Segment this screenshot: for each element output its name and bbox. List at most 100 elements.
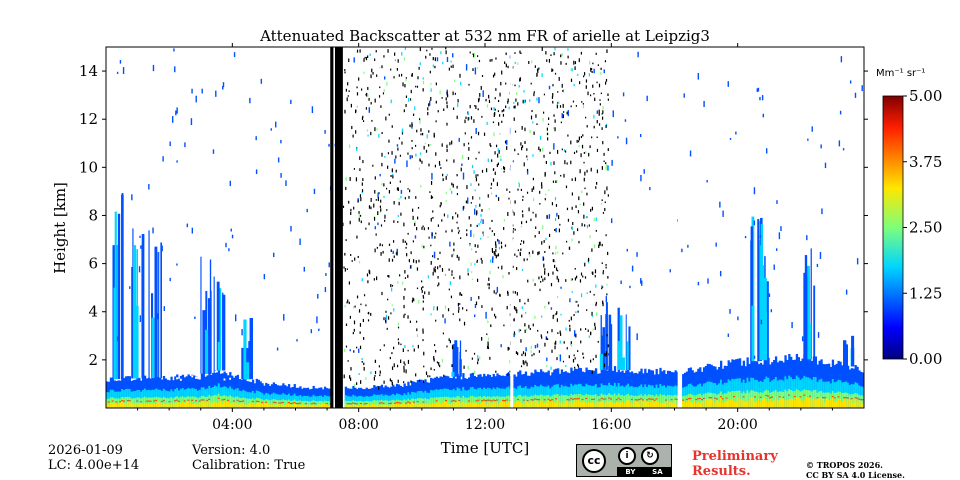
noise-speck [393, 76, 395, 79]
noise-speck [550, 54, 552, 57]
noise-speck [446, 173, 448, 176]
noise-speck [376, 276, 378, 281]
noise-speck [435, 349, 437, 353]
noise-speck [428, 103, 430, 107]
noise-speck [558, 101, 560, 105]
surface-layer [822, 398, 825, 408]
surface-layer [356, 404, 359, 408]
aerosol-plume-streak [213, 276, 215, 374]
surface-layer [697, 401, 700, 408]
noise-speck [384, 155, 386, 158]
surface-layer [289, 404, 293, 408]
surface-layer [577, 399, 581, 408]
noise-speck [577, 73, 579, 76]
strong-backscatter-line [638, 398, 641, 401]
noise-speck [514, 253, 516, 256]
noise-speck [414, 106, 416, 111]
noise-speck [529, 129, 531, 134]
surface-layer [253, 404, 257, 408]
boundary-layer-core [320, 400, 323, 408]
noise-speck [260, 78, 263, 84]
noise-speck [552, 100, 554, 104]
surface-layer [248, 403, 251, 408]
boundary-layer-core [538, 395, 541, 408]
noise-speck [397, 214, 399, 218]
surface-layer [841, 401, 844, 408]
noise-speck [601, 166, 603, 170]
boundary-layer-core [314, 401, 317, 408]
noise-speck [359, 345, 362, 350]
strong-backscatter-line [708, 397, 711, 399]
noise-speck [515, 351, 518, 354]
noise-speck [519, 78, 521, 82]
noise-speck [513, 105, 515, 109]
noise-speck [383, 380, 385, 384]
noise-speck [465, 200, 468, 204]
surface-layer [109, 402, 113, 408]
noise-speck [541, 73, 543, 78]
noise-speck [559, 330, 561, 334]
noise-speck [491, 219, 493, 222]
surface-layer [382, 404, 385, 408]
noise-speck [605, 162, 607, 165]
noise-speck [420, 133, 422, 136]
boundary-layer-core [602, 394, 605, 408]
noise-speck [564, 160, 566, 165]
strong-backscatter-line [293, 402, 296, 404]
surface-layer [479, 403, 482, 408]
noise-speck [586, 192, 588, 196]
noise-speck [514, 61, 516, 64]
noise-speck [582, 75, 585, 78]
surface-layer [754, 402, 757, 408]
surface-layer [183, 403, 186, 408]
noise-speck [554, 47, 556, 51]
surface-layer [685, 401, 689, 408]
noise-speck [324, 287, 327, 293]
boundary-layer-core [572, 394, 575, 408]
noise-speck [362, 120, 365, 122]
noise-speck [488, 283, 490, 286]
noise-speck [547, 117, 550, 120]
noise-speck [478, 222, 480, 226]
surface-layer [562, 403, 565, 408]
noise-speck [434, 266, 436, 269]
noise-speck [422, 296, 425, 299]
aerosol-plume-streak [454, 340, 458, 377]
noise-speck [538, 251, 540, 255]
surface-layer [346, 404, 349, 408]
surface-layer [543, 403, 547, 408]
strong-backscatter-line [382, 402, 385, 405]
boundary-layer-core [170, 397, 173, 408]
noise-speck [569, 327, 571, 332]
boundary-layer-core [801, 390, 804, 408]
noise-speck [487, 346, 490, 350]
strong-backscatter-line [261, 401, 264, 404]
noise-speck [465, 64, 468, 71]
surface-layer [359, 403, 363, 408]
noise-speck [492, 74, 495, 78]
noise-speck [553, 127, 555, 130]
noise-speck [411, 74, 413, 77]
boundary-layer-core [814, 389, 818, 408]
strong-backscatter-line [843, 397, 846, 399]
boundary-layer-core [255, 397, 258, 408]
noise-speck [540, 280, 542, 283]
surface-layer [558, 402, 562, 408]
noise-speck [434, 65, 436, 69]
boundary-layer-core [405, 400, 408, 408]
noise-speck [502, 166, 505, 170]
noise-speck [526, 362, 528, 367]
noise-speck [234, 314, 237, 322]
noise-speck [595, 229, 597, 232]
noise-speck [419, 62, 421, 66]
boundary-layer-core [773, 391, 776, 408]
noise-speck [359, 49, 361, 53]
noise-speck [580, 272, 583, 276]
noise-speck [501, 167, 503, 170]
noise-speck [558, 354, 560, 357]
noise-speck [519, 50, 521, 54]
noise-speck [585, 116, 587, 119]
noise-speck [465, 349, 467, 352]
strong-backscatter-line [710, 397, 713, 399]
noise-speck [579, 279, 582, 283]
